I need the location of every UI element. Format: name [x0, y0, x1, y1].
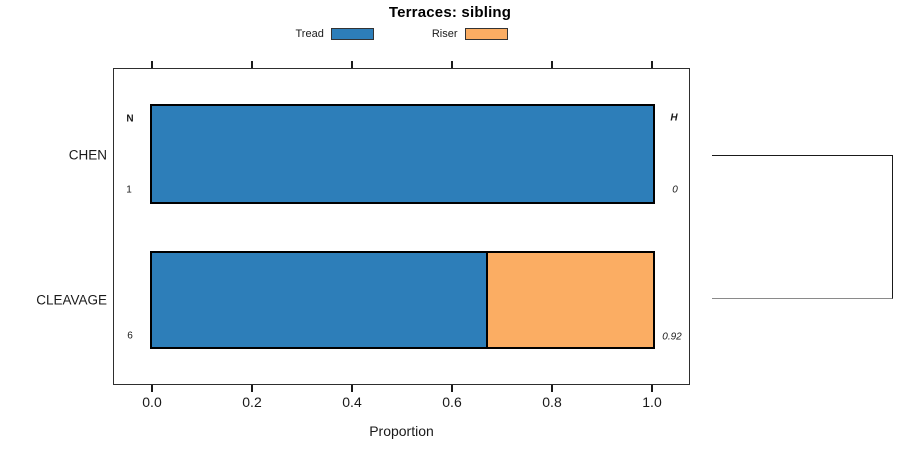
x-tick-label-3: 0.6 — [442, 394, 462, 410]
bar-cleavage-segment-tread — [152, 253, 487, 347]
legend-swatch-tread-icon — [330, 28, 374, 40]
x-tick-label-0: 0.0 — [142, 394, 162, 410]
bar-cleavage — [150, 251, 655, 349]
x-axis-label: Proportion — [369, 423, 434, 439]
bar-cleavage-segment-riser — [486, 253, 653, 347]
y-label-chen: CHEN — [68, 147, 107, 163]
top-tick-1 — [251, 61, 253, 68]
top-tick-2 — [351, 61, 353, 68]
bottom-tick-3 — [451, 385, 453, 392]
x-tick-label-1: 0.2 — [242, 394, 262, 410]
h-column-header: H — [670, 112, 678, 124]
bottom-tick-4 — [551, 385, 553, 392]
bar-chen — [150, 104, 655, 204]
n-value-chen: 1 — [126, 184, 132, 196]
x-tick-label-2: 0.4 — [342, 394, 362, 410]
top-tick-5 — [651, 61, 653, 68]
top-tick-4 — [551, 61, 553, 68]
top-tick-0 — [151, 61, 153, 68]
bottom-tick-1 — [251, 385, 253, 392]
x-tick-label-5: 1.0 — [642, 394, 662, 410]
bottom-tick-0 — [151, 385, 153, 392]
n-value-cleavage: 6 — [127, 330, 133, 342]
y-label-cleavage: CLEAVAGE — [36, 292, 107, 308]
x-tick-label-4: 0.8 — [542, 394, 562, 410]
h-value-chen: 0 — [672, 184, 678, 196]
legend-item-tread: Tread — [296, 28, 374, 40]
chart-title: Terraces: sibling — [388, 4, 512, 21]
legend-label-tread: Tread — [295, 28, 324, 40]
legend-item-riser: Riser — [432, 28, 508, 40]
legend: Tread Riser — [113, 26, 690, 42]
top-tick-3 — [451, 61, 453, 68]
bar-chen-segment-tread — [152, 106, 653, 202]
dendrogram-bracket — [712, 155, 893, 299]
h-value-cleavage: 0.92 — [662, 331, 682, 343]
bottom-tick-5 — [651, 385, 653, 392]
legend-swatch-riser-icon — [464, 28, 508, 40]
n-column-header: N — [126, 113, 134, 125]
bottom-tick-2 — [351, 385, 353, 392]
legend-label-riser: Riser — [431, 28, 458, 40]
